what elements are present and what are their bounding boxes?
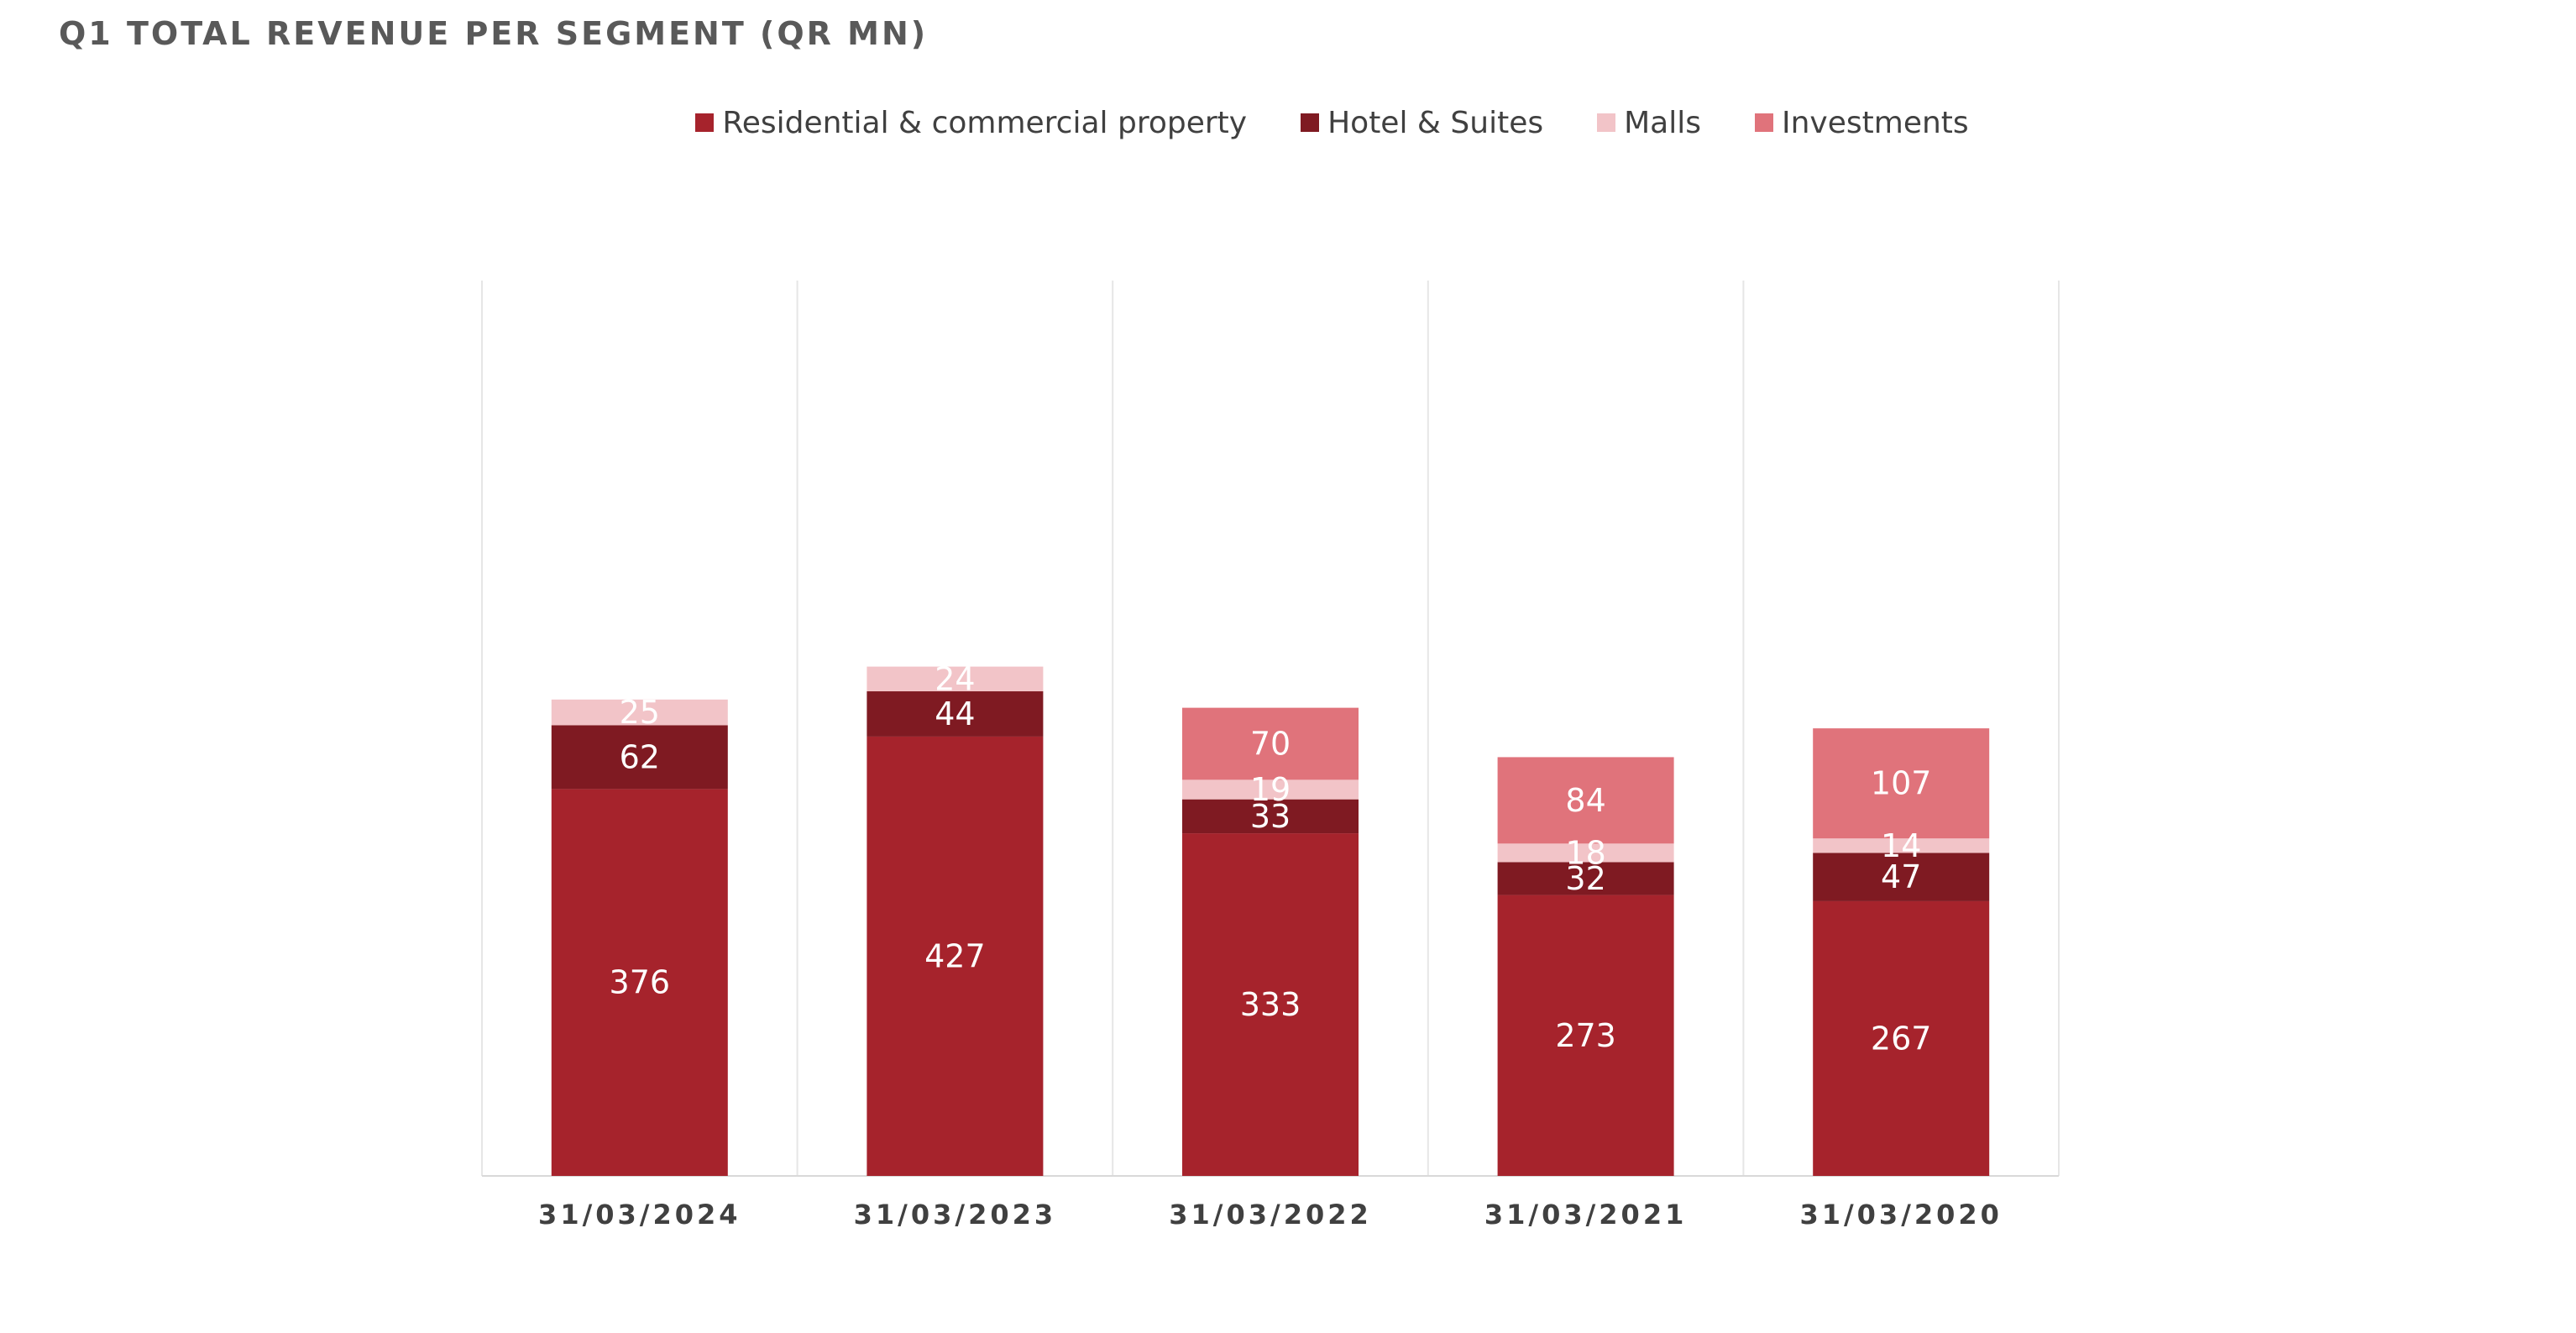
legend: Residential & commercial property Hotel &… [0,99,2576,146]
x-axis: 31/03/2024 31/03/2023 31/03/2022 31/03/2021… [538,1199,2003,1231]
bar-segment-hotel-suites-4 [1813,853,1990,901]
value-label-investments-4: 107 [1871,765,1932,802]
bar-segment-investments-2 [1182,707,1359,780]
bar-segment-malls-0 [551,699,728,726]
value-label-residential-commercial-property-4: 267 [1871,1020,1932,1057]
bar-segment-malls-1 [867,666,1044,692]
bar-segment-residential-commercial-property-1 [867,736,1044,1176]
legend-label: Hotel & Suites [1327,105,1544,140]
value-label-malls-3: 18 [1565,834,1605,871]
legend-swatch [1301,113,1320,132]
legend-item-investments: Investments [1755,106,1969,140]
bar-segment-hotel-suites-0 [551,725,728,790]
bar-segment-residential-commercial-property-4 [1813,900,1990,1176]
bar-segment-malls-3 [1497,843,1674,863]
bar-segment-hotel-suites-1 [867,691,1044,737]
legend-item-hotel-suites: Hotel & Suites [1301,106,1543,140]
value-label-hotel-suites-2: 33 [1250,798,1291,835]
bar-segment-residential-commercial-property-2 [1182,833,1359,1176]
value-label-hotel-suites-0: 62 [620,738,660,775]
bar-segment-residential-commercial-property-0 [551,789,728,1176]
chart-title: Q1 TOTAL REVENUE PER SEGMENT (QR MN) [59,15,929,52]
value-label-malls-0: 25 [620,694,660,731]
plot-frame [481,281,2060,1177]
x-tick-label-1: 31/03/2023 [854,1199,1057,1231]
x-tick-label-4: 31/03/2020 [1799,1199,2003,1231]
legend-swatch [1755,113,1773,132]
value-label-hotel-suites-4: 47 [1881,858,1921,895]
value-label-hotel-suites-1: 44 [935,695,975,732]
legend-item-residential-commercial-property: Residential & commercial property [695,106,1247,140]
value-label-residential-commercial-property-1: 427 [924,937,986,974]
legend-swatch [1597,113,1616,132]
legend-label: Residential & commercial property [722,105,1248,140]
value-label-investments-3: 84 [1565,782,1605,819]
value-label-residential-commercial-property-0: 376 [610,964,671,1001]
bar-segment-malls-2 [1182,779,1359,800]
value-label-malls-2: 19 [1250,771,1291,808]
value-label-residential-commercial-property-3: 273 [1555,1017,1616,1054]
bar-segment-hotel-suites-3 [1497,862,1674,895]
legend-label: Malls [1624,105,1701,140]
bar-segment-hotel-suites-2 [1182,799,1359,834]
value-label-malls-1: 24 [935,660,975,697]
x-tick-label-3: 31/03/2021 [1484,1199,1688,1231]
x-tick-label-0: 31/03/2024 [538,1199,741,1231]
bar-segment-malls-4 [1813,838,1990,853]
legend-swatch [695,113,715,132]
bar-segment-investments-4 [1813,728,1990,839]
value-label-hotel-suites-3: 32 [1565,860,1605,897]
value-label-investments-2: 70 [1250,726,1291,763]
legend-item-malls: Malls [1597,106,1701,140]
bar-segment-residential-commercial-property-3 [1497,895,1674,1176]
value-labels-group: 3766225427442433333197027332188426747141… [610,660,1932,1057]
x-tick-label-2: 31/03/2022 [1169,1199,1372,1231]
bars-group [551,666,1990,1176]
value-label-residential-commercial-property-2: 333 [1240,986,1301,1023]
value-label-malls-4: 14 [1881,827,1921,864]
bar-segment-investments-3 [1497,757,1674,844]
legend-label: Investments [1782,105,1969,140]
